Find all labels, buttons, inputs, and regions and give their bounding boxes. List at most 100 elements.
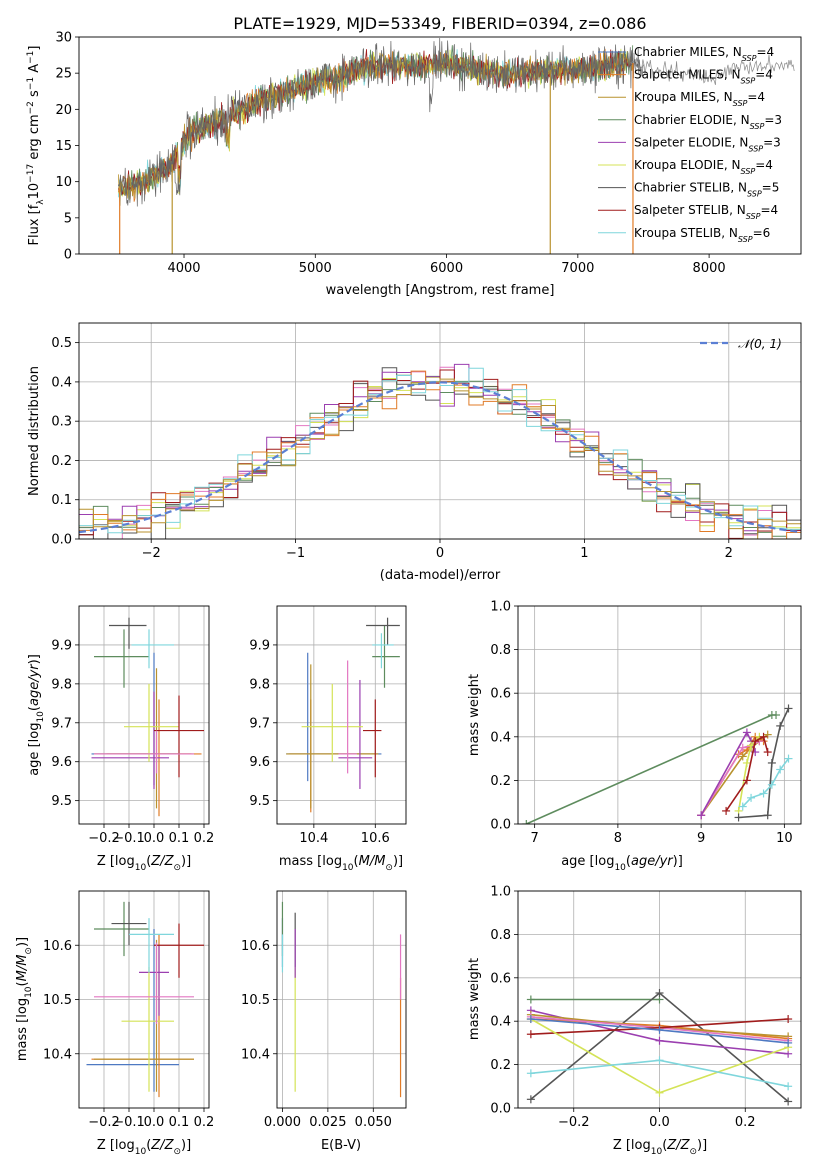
x-tick-label: 5000 — [299, 261, 332, 276]
errorbars-z_age — [91, 617, 204, 817]
spectrum-legend: Chabrier MILES, NSSP=4 Salpeter MILES, NS… — [598, 45, 782, 243]
errorbar-point-kroupa_stelib — [131, 629, 174, 669]
z-age-xlabel: Z [log10(Z/Z⊙)] — [97, 854, 191, 873]
x-tick-label: 0.0 — [144, 831, 165, 846]
frame-mass_age — [276, 605, 407, 825]
frame-ebv_mass — [276, 890, 407, 1109]
frame-spectrum — [78, 36, 802, 255]
marker-chabrier_miles — [526, 1015, 535, 1024]
lines-z_weight — [526, 988, 793, 1106]
errorbar-point-kroupa_stelib — [129, 918, 174, 973]
errorbar-point-chabrier_elodie — [372, 625, 400, 688]
y-tick-label: 0.0 — [490, 1102, 511, 1117]
z-mass-ylabel: mass [log10(M/M⊙)] — [15, 937, 34, 1061]
marker-chabrier_stelib — [784, 704, 793, 713]
mass-age-xlabel: mass [log10(M/M⊙)] — [279, 854, 403, 873]
marker-kroupa_miles — [763, 730, 772, 739]
y-tick-label: 10.6 — [241, 939, 270, 954]
errorbars-mass_age — [286, 617, 400, 813]
y-tick-label: 10.5 — [43, 993, 72, 1008]
x-tick-label: 0.1 — [169, 831, 190, 846]
errorbar-point-kroupa_elodie — [124, 683, 179, 762]
marker-chabrier_stelib — [767, 758, 776, 767]
y-tick-label: 10.5 — [241, 993, 270, 1008]
marker-kroupa_miles — [738, 752, 747, 761]
marker-salpeter_stelib — [763, 748, 772, 757]
x-tick-label: 2 — [725, 546, 733, 561]
ebv-mass-xlabel: E(B-V) — [321, 1138, 361, 1153]
z-weight-xlabel: Z [log10(Z/Z⊙)] — [613, 1138, 707, 1157]
y-tick-label: 10.4 — [241, 1047, 270, 1062]
marker-salpeter_elodie — [697, 811, 706, 820]
marker-chabrier_elodie — [526, 995, 535, 1004]
marker-pink — [738, 743, 747, 752]
legend-label-kroupa_miles: Kroupa MILES, NSSP=4 — [634, 90, 765, 108]
x-tick-label: 10.4 — [299, 831, 328, 846]
axes-mass_age: 10.4 10.6 9.5 9.6 9.7 9.8 9.9 — [249, 606, 406, 846]
y-tick-label: 5 — [64, 211, 72, 226]
y-tick-label: 25 — [55, 67, 72, 82]
y-tick-label: 15 — [55, 139, 72, 154]
axes-ebv_mass: 0.000 0.025 0.050 10.4 10.5 10.6 — [241, 891, 406, 1130]
y-tick-label: 0.8 — [490, 643, 511, 658]
weight-line-salpeter_elodie — [700, 730, 756, 816]
marker-chabrier_miles — [655, 1025, 664, 1034]
marker-chabrier_elodie — [522, 820, 531, 824]
marker-salpeter_stelib — [759, 732, 768, 741]
errorbar-point-pink — [94, 942, 194, 1024]
residuals-xlabel: (data-model)/error — [380, 568, 501, 583]
legend-label-salpeter_elodie: Salpeter ELODIE, NSSP=3 — [634, 135, 781, 153]
marker-kroupa_stelib — [526, 1069, 535, 1078]
y-tick-label: 0.6 — [490, 687, 511, 702]
y-tick-label: 10.6 — [43, 939, 72, 954]
marker-chabrier_stelib — [776, 721, 785, 730]
spectrum-xlabel: wavelength [Angstrom, rest frame] — [326, 283, 555, 298]
y-tick-label: 9.5 — [249, 794, 270, 809]
x-tick-label: 1 — [580, 546, 588, 561]
y-tick-label: 9.9 — [249, 638, 270, 653]
errorbar-point-kroupa_elodie — [301, 683, 363, 762]
figure-title: PLATE=1929, MJD=53349, FIBERID=0394, z=0… — [233, 14, 646, 33]
marker-salpeter_elodie — [742, 728, 751, 737]
frame-residuals — [78, 322, 802, 540]
legend-label-kroupa_elodie: Kroupa ELODIE, NSSP=4 — [634, 158, 773, 176]
charts-layer: 4000 5000 6000 7000 8000051015202530waveleng… — [15, 31, 802, 1157]
marker-kroupa_stelib — [784, 754, 793, 763]
errorbars-ebv_mass — [281, 901, 402, 1098]
frame-z_age — [78, 605, 210, 825]
marker-chabrier_stelib — [763, 811, 772, 820]
x-tick-label: 7000 — [561, 261, 594, 276]
marker-salpeter_stelib — [526, 1030, 535, 1039]
y-tick-label: 0.0 — [51, 533, 72, 548]
x-tick-label: −0.2 — [88, 831, 120, 846]
x-tick-label: 0.025 — [309, 1115, 346, 1130]
axes-z_weight: −0.2 0.0 0.2 0.0 0.2 0.4 0.6 0.8 1.0 — [490, 885, 801, 1130]
lines-age_weight — [522, 704, 793, 824]
y-tick-label: 0 — [64, 248, 72, 263]
y-tick-label: 0.1 — [51, 493, 72, 508]
marker-chabrier_stelib — [655, 988, 664, 997]
legend-label-salpeter_miles: Salpeter MILES, NSSP=4 — [634, 68, 773, 86]
y-tick-label: 0.4 — [490, 1015, 511, 1030]
z-mass-xlabel: Z [log10(Z/Z⊙)] — [97, 1138, 191, 1157]
weight-line-kroupa_miles — [700, 733, 769, 816]
x-tick-label: 4000 — [167, 261, 200, 276]
marker-kroupa_elodie — [655, 1088, 664, 1097]
errorbar-point-chabrier_miles — [91, 652, 179, 786]
errorbar-point-pink — [94, 730, 194, 774]
marker-kroupa_stelib — [747, 793, 756, 802]
marker-salpeter_stelib — [784, 1015, 793, 1024]
marker-kroupa_stelib — [655, 1056, 664, 1065]
y-tick-label: 0.4 — [51, 375, 72, 390]
marker-salpeter_stelib — [751, 737, 760, 746]
x-tick-label: 0.050 — [355, 1115, 392, 1130]
x-tick-label: 0 — [436, 546, 444, 561]
y-tick-label: 0.6 — [490, 971, 511, 986]
errorbar-point-pink — [338, 660, 357, 774]
errorbar-point-chabrier_stelib — [111, 901, 147, 946]
errorbars-z_mass — [86, 901, 204, 1098]
marker-kroupa_elodie — [742, 758, 751, 767]
weight-line-kroupa_stelib — [742, 758, 790, 808]
normal-curve — [79, 381, 801, 534]
